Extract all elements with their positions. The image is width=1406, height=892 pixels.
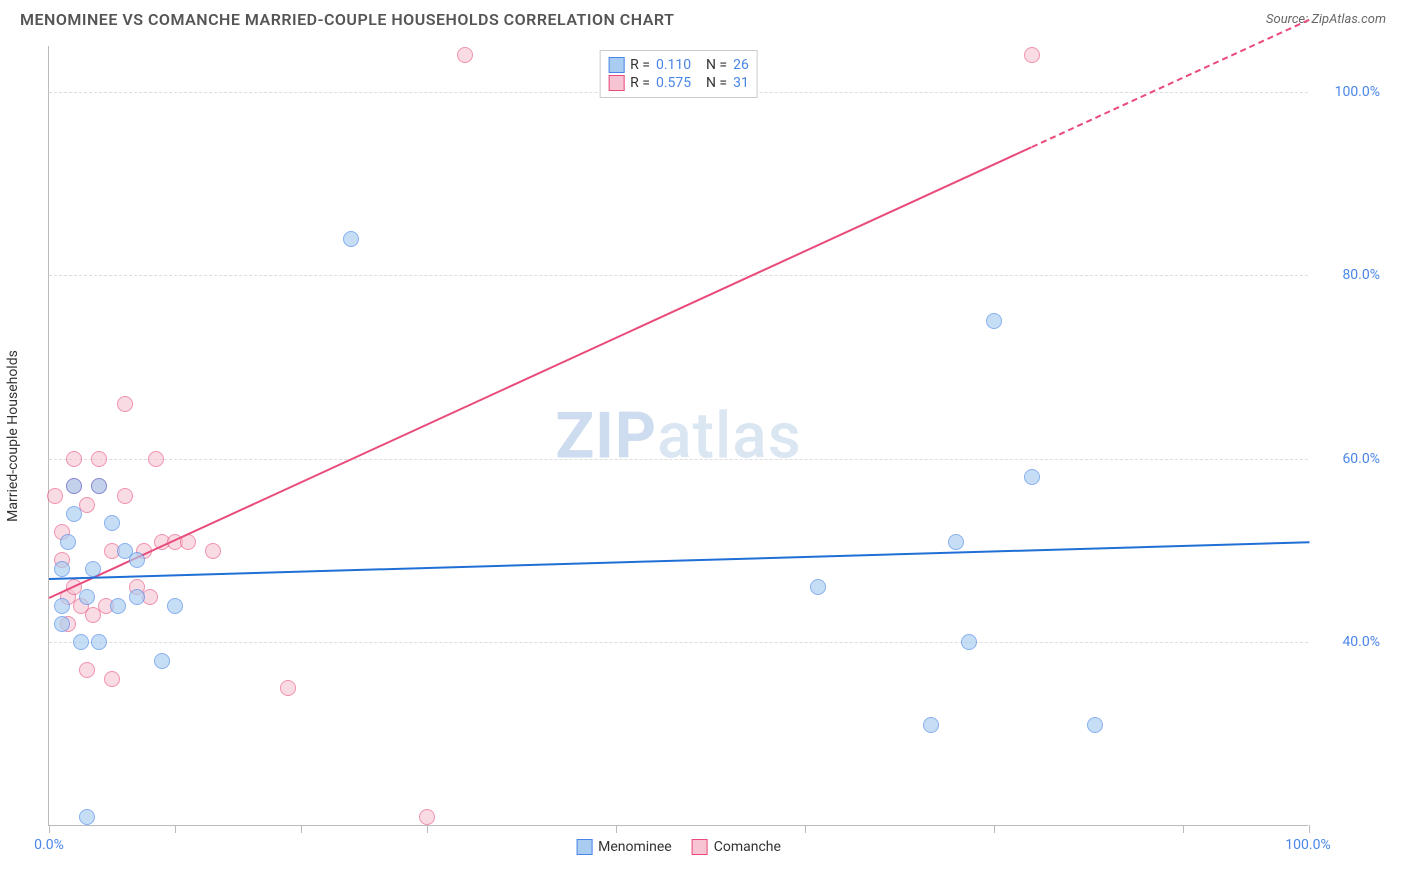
x-tick: [994, 825, 995, 833]
point-comanche: [91, 451, 107, 467]
point-comanche: [47, 488, 63, 504]
legend-row-menominee: R = 0.110 N = 26: [608, 57, 749, 73]
swatch-menominee: [576, 839, 592, 855]
watermark: ZIPatlas: [555, 398, 801, 473]
x-tick: [616, 825, 617, 833]
x-tick: [427, 825, 428, 833]
source-label: Source:: [1266, 12, 1308, 27]
point-comanche: [1024, 47, 1040, 63]
point-menominee: [986, 313, 1002, 329]
chart-header: MENOMINEE VS COMANCHE MARRIED-COUPLE HOU…: [0, 0, 1406, 29]
watermark-atlas: atlas: [657, 398, 802, 473]
trendline-menominee: [49, 542, 1309, 581]
point-menominee: [54, 598, 70, 614]
n-value-menominee: 26: [733, 57, 749, 73]
point-menominee: [54, 616, 70, 632]
n-value-comanche: 31: [733, 75, 749, 91]
point-menominee: [129, 552, 145, 568]
point-menominee: [79, 589, 95, 605]
legend-item-comanche: Comanche: [692, 839, 781, 855]
point-menominee: [91, 478, 107, 494]
point-menominee: [110, 598, 126, 614]
gridline: [49, 642, 1308, 643]
y-tick-label: 40.0%: [1342, 634, 1380, 650]
plot-area: ZIPatlas Married-couple Households R = 0…: [48, 46, 1308, 826]
r-value-comanche: 0.575: [656, 75, 700, 91]
swatch-comanche: [608, 75, 624, 91]
watermark-zip: ZIP: [555, 398, 657, 473]
point-comanche: [117, 396, 133, 412]
source-value: ZipAtlas.com: [1311, 12, 1386, 27]
n-label: N =: [706, 57, 727, 73]
point-comanche: [457, 47, 473, 63]
x-tick: [1183, 825, 1184, 833]
legend-row-comanche: R = 0.575 N = 31: [608, 75, 749, 91]
point-comanche: [79, 662, 95, 678]
point-menominee: [54, 561, 70, 577]
legend-item-menominee: Menominee: [576, 839, 672, 855]
x-tick-right: 100.0%: [1285, 837, 1330, 853]
y-tick-label: 60.0%: [1342, 451, 1380, 467]
point-comanche: [205, 543, 221, 559]
point-menominee: [79, 809, 95, 825]
point-menominee: [1087, 717, 1103, 733]
legend-label-comanche: Comanche: [714, 839, 781, 855]
point-comanche: [117, 488, 133, 504]
point-menominee: [961, 634, 977, 650]
x-tick: [49, 825, 50, 833]
point-menominee: [154, 653, 170, 669]
swatch-comanche: [692, 839, 708, 855]
x-tick: [1309, 825, 1310, 833]
plot-wrap: ZIPatlas Married-couple Households R = 0…: [48, 46, 1388, 846]
trendline-comanche: [49, 146, 1033, 599]
point-menominee: [167, 598, 183, 614]
legend-label-menominee: Menominee: [598, 839, 672, 855]
chart-title: MENOMINEE VS COMANCHE MARRIED-COUPLE HOU…: [20, 10, 674, 29]
gridline: [49, 275, 1308, 276]
trendline-comanche-dashed: [1031, 19, 1309, 148]
point-menominee: [91, 634, 107, 650]
r-label: R =: [630, 75, 650, 91]
point-comanche: [148, 451, 164, 467]
r-label: R =: [630, 57, 650, 73]
point-menominee: [73, 634, 89, 650]
x-tick: [805, 825, 806, 833]
legend-correlation: R = 0.110 N = 26 R = 0.575 N = 31: [599, 50, 758, 98]
point-menominee: [129, 589, 145, 605]
n-label: N =: [706, 75, 727, 91]
r-value-menominee: 0.110: [656, 57, 700, 73]
point-comanche: [66, 451, 82, 467]
point-menominee: [60, 534, 76, 550]
y-tick-label: 100.0%: [1335, 84, 1380, 100]
x-tick-left: 0.0%: [34, 837, 64, 853]
point-comanche: [419, 809, 435, 825]
point-menominee: [923, 717, 939, 733]
point-menominee: [810, 579, 826, 595]
y-axis-label: Married-couple Households: [5, 350, 21, 522]
gridline: [49, 459, 1308, 460]
chart-source: Source: ZipAtlas.com: [1266, 12, 1386, 27]
x-tick: [301, 825, 302, 833]
legend-series: Menominee Comanche: [576, 839, 781, 855]
swatch-menominee: [608, 57, 624, 73]
point-menominee: [343, 231, 359, 247]
point-comanche: [104, 671, 120, 687]
point-menominee: [104, 515, 120, 531]
point-menominee: [948, 534, 964, 550]
point-menominee: [66, 506, 82, 522]
point-comanche: [280, 680, 296, 696]
point-menominee: [85, 561, 101, 577]
point-menominee: [66, 478, 82, 494]
y-tick-label: 80.0%: [1342, 267, 1380, 283]
x-tick: [175, 825, 176, 833]
point-menominee: [1024, 469, 1040, 485]
